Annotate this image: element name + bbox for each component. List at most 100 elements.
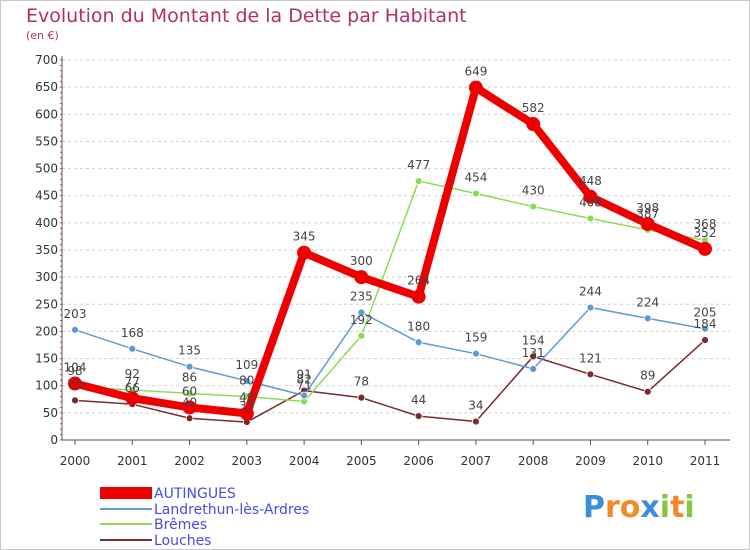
data-label: 40 bbox=[182, 395, 197, 409]
data-point bbox=[185, 414, 194, 423]
data-label: 91 bbox=[296, 368, 311, 382]
data-label: 224 bbox=[636, 295, 659, 309]
data-point bbox=[357, 308, 366, 317]
data-label: 80 bbox=[239, 374, 254, 388]
x-tick-label: 2007 bbox=[461, 454, 492, 468]
data-label: 184 bbox=[694, 317, 717, 331]
data-point bbox=[529, 352, 538, 361]
y-tick-label: 450 bbox=[35, 189, 58, 203]
data-point bbox=[354, 270, 369, 285]
y-tick-label: 100 bbox=[35, 379, 58, 393]
legend-label-0: AUTINGUES bbox=[154, 486, 236, 502]
logo-letter: i bbox=[660, 490, 670, 525]
data-label: 203 bbox=[64, 307, 87, 321]
data-point bbox=[468, 80, 483, 95]
data-label: 44 bbox=[411, 393, 426, 407]
data-label: 649 bbox=[464, 65, 487, 79]
data-label: 168 bbox=[121, 326, 144, 340]
data-point bbox=[698, 241, 712, 256]
data-label: 104 bbox=[64, 361, 87, 375]
x-tick-label: 2009 bbox=[575, 454, 606, 468]
data-label: 82 bbox=[296, 372, 311, 386]
data-label: 408 bbox=[579, 196, 602, 210]
data-label: 60 bbox=[182, 384, 197, 398]
data-point bbox=[297, 245, 312, 260]
data-point bbox=[529, 364, 538, 373]
data-label: 131 bbox=[522, 346, 545, 360]
data-label: 34 bbox=[468, 399, 483, 413]
logo-letter: P bbox=[583, 490, 605, 525]
y-tick-label: 0 bbox=[50, 433, 58, 447]
data-label: 345 bbox=[293, 230, 316, 244]
y-tick-label: 250 bbox=[35, 297, 58, 311]
data-label: 49 bbox=[239, 390, 254, 404]
data-point bbox=[701, 336, 709, 345]
data-point bbox=[472, 189, 480, 198]
data-point bbox=[526, 117, 541, 132]
data-label: 109 bbox=[235, 358, 258, 372]
y-tick-label: 700 bbox=[35, 53, 58, 67]
data-point bbox=[185, 362, 194, 371]
x-tick-label: 2000 bbox=[60, 454, 91, 468]
data-point bbox=[701, 324, 709, 333]
y-tick-label: 500 bbox=[35, 162, 58, 176]
legend-label-2: Brêmes bbox=[154, 517, 207, 533]
y-tick-label: 150 bbox=[35, 352, 58, 366]
data-point bbox=[185, 389, 194, 398]
data-label: 180 bbox=[407, 319, 430, 333]
data-label: 454 bbox=[464, 171, 487, 185]
y-tick-label: 400 bbox=[35, 216, 58, 230]
data-point bbox=[583, 189, 598, 204]
data-point bbox=[643, 387, 652, 396]
data-label: 430 bbox=[522, 184, 545, 198]
data-label: 205 bbox=[694, 306, 717, 320]
data-label: 192 bbox=[350, 313, 373, 327]
data-point bbox=[357, 331, 366, 340]
series-line-0 bbox=[71, 83, 709, 418]
series-lines bbox=[68, 80, 712, 426]
legend: AUTINGUESLandrethun-lès-ArdresBrêmesLouc… bbox=[100, 486, 309, 549]
data-label: 398 bbox=[636, 201, 659, 215]
data-point bbox=[640, 216, 655, 231]
logo-letter: i bbox=[684, 490, 694, 525]
data-label: 582 bbox=[522, 101, 545, 115]
data-label: 73 bbox=[67, 377, 82, 391]
x-tick-label: 2006 bbox=[403, 454, 434, 468]
chart-title: Evolution du Montant de la Dette par Hab… bbox=[26, 5, 467, 27]
grid bbox=[62, 59, 730, 414]
data-label: 448 bbox=[579, 174, 602, 188]
x-tick-label: 2010 bbox=[632, 454, 663, 468]
x-tick-label: 2003 bbox=[232, 454, 263, 468]
y-tick-label: 650 bbox=[35, 80, 58, 94]
data-point bbox=[71, 396, 79, 405]
data-point bbox=[242, 376, 251, 385]
data-point bbox=[71, 325, 79, 334]
x-tick-label: 2011 bbox=[690, 454, 721, 468]
data-point bbox=[239, 406, 254, 421]
y-tick-label: 600 bbox=[35, 107, 58, 121]
data-label: 352 bbox=[694, 226, 717, 240]
x-tick-label: 2001 bbox=[117, 454, 148, 468]
data-point bbox=[586, 303, 595, 312]
logo-letter: x bbox=[640, 490, 659, 525]
data-point bbox=[586, 214, 595, 223]
data-point bbox=[586, 370, 595, 379]
data-label: 477 bbox=[407, 158, 430, 172]
legend-swatch-0 bbox=[100, 487, 152, 499]
series-line-3 bbox=[74, 339, 706, 423]
data-label: 135 bbox=[178, 344, 201, 358]
data-label: 300 bbox=[350, 254, 373, 268]
data-label: 71 bbox=[296, 378, 311, 392]
data-label: 244 bbox=[579, 285, 602, 299]
data-point bbox=[414, 177, 423, 185]
data-point bbox=[125, 391, 140, 406]
legend-label-1: Landrethun-lès-Ardres bbox=[154, 502, 309, 518]
data-label: 78 bbox=[354, 375, 369, 389]
data-label: 89 bbox=[640, 369, 655, 383]
data-label: 159 bbox=[464, 331, 487, 345]
data-label: 98 bbox=[67, 364, 82, 378]
y-tick-label: 50 bbox=[43, 406, 58, 420]
data-label: 86 bbox=[182, 370, 197, 384]
y-tick-label: 300 bbox=[35, 270, 58, 284]
data-label: 154 bbox=[522, 333, 545, 347]
